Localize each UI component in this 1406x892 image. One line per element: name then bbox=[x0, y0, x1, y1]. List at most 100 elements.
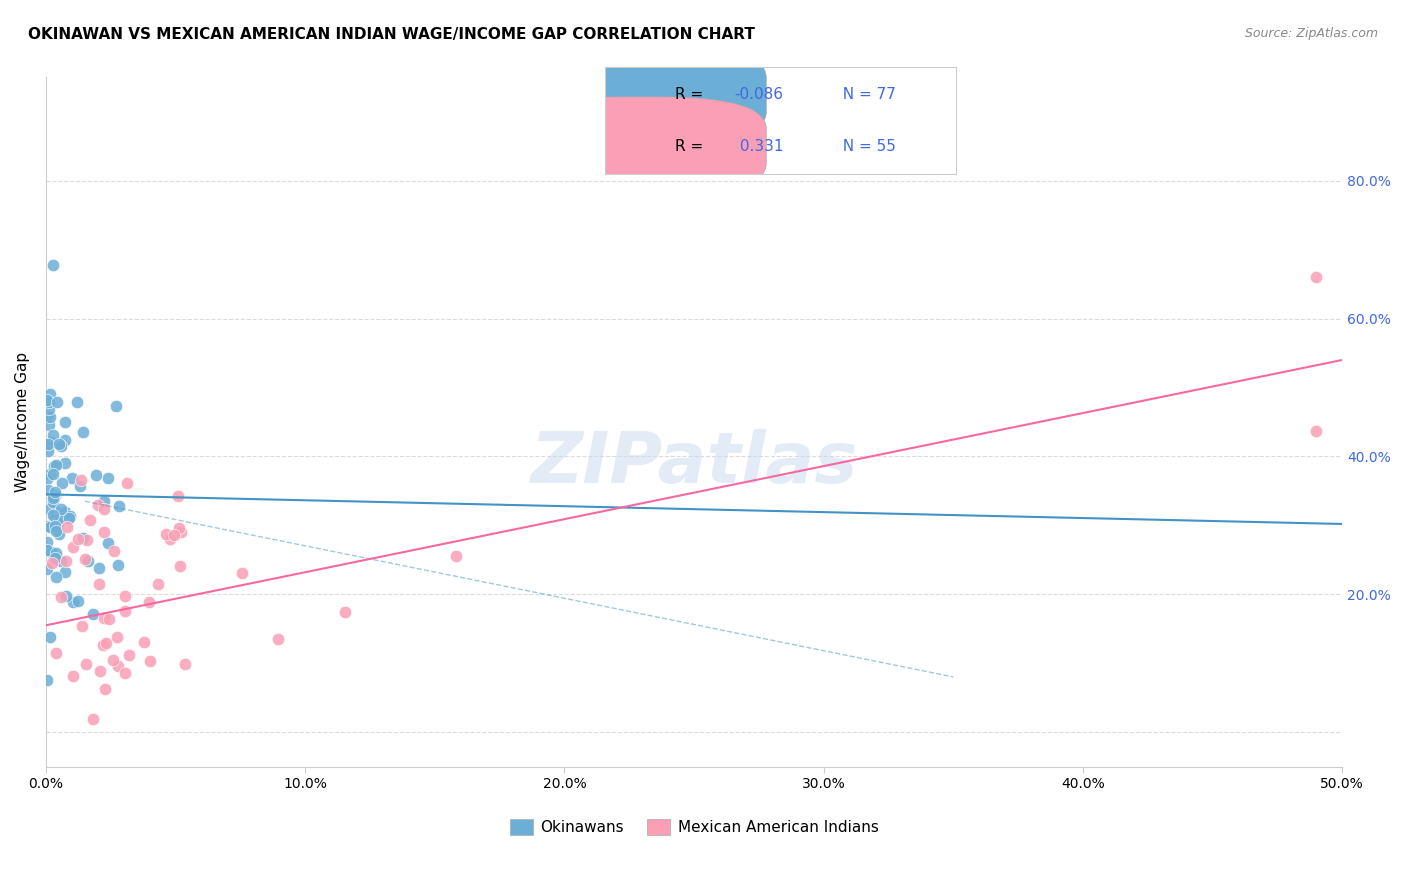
Point bbox=[138, 595, 160, 609]
Point bbox=[173, 657, 195, 671]
Point bbox=[37, 543, 59, 558]
Text: R =: R = bbox=[675, 138, 709, 153]
Point bbox=[37, 393, 59, 408]
Point bbox=[94, 636, 117, 650]
Point bbox=[48, 527, 70, 541]
Point bbox=[73, 551, 96, 566]
Point bbox=[94, 682, 117, 697]
Text: OKINAWAN VS MEXICAN AMERICAN INDIAN WAGE/INCOME GAP CORRELATION CHART: OKINAWAN VS MEXICAN AMERICAN INDIAN WAGE… bbox=[28, 27, 755, 42]
Point bbox=[53, 415, 76, 429]
Point bbox=[103, 543, 125, 558]
Point bbox=[39, 544, 62, 558]
Point bbox=[37, 409, 59, 423]
Point bbox=[107, 499, 129, 513]
Point bbox=[105, 630, 128, 644]
Point bbox=[45, 458, 67, 472]
Y-axis label: Wage/Income Gap: Wage/Income Gap bbox=[15, 352, 30, 492]
Point bbox=[93, 502, 115, 516]
Point bbox=[39, 435, 62, 450]
Point bbox=[51, 502, 73, 516]
Point bbox=[118, 648, 141, 662]
Point bbox=[76, 554, 98, 568]
Point bbox=[38, 502, 60, 516]
Point bbox=[86, 498, 108, 512]
Point bbox=[93, 611, 115, 625]
Point bbox=[66, 394, 89, 409]
Point bbox=[42, 459, 65, 474]
FancyBboxPatch shape bbox=[513, 97, 766, 195]
Point bbox=[38, 402, 60, 417]
Point bbox=[39, 387, 62, 401]
Point bbox=[84, 468, 107, 483]
Point bbox=[38, 394, 60, 409]
FancyBboxPatch shape bbox=[513, 45, 766, 144]
Point bbox=[169, 558, 191, 573]
Point bbox=[38, 418, 60, 433]
Point bbox=[97, 471, 120, 485]
Point bbox=[38, 518, 60, 533]
Point bbox=[51, 475, 73, 490]
Point bbox=[148, 577, 170, 591]
Point bbox=[87, 577, 110, 591]
Point bbox=[444, 549, 467, 563]
Point bbox=[45, 394, 67, 409]
Point bbox=[115, 476, 138, 491]
Point bbox=[163, 528, 186, 542]
Point bbox=[59, 508, 82, 523]
Point bbox=[170, 525, 193, 540]
Point bbox=[44, 490, 66, 504]
Point bbox=[1305, 424, 1327, 438]
Point bbox=[69, 479, 91, 493]
Point bbox=[56, 520, 79, 534]
Point bbox=[114, 604, 136, 618]
Point bbox=[41, 508, 63, 523]
Point bbox=[44, 519, 66, 533]
Point bbox=[70, 619, 93, 633]
Point bbox=[45, 546, 67, 560]
Point bbox=[42, 491, 65, 505]
Text: ZIPatlas: ZIPatlas bbox=[530, 429, 858, 498]
Point bbox=[55, 589, 77, 603]
Point bbox=[155, 527, 177, 541]
Point bbox=[53, 456, 76, 470]
Point bbox=[37, 673, 59, 687]
Point bbox=[114, 666, 136, 681]
Point bbox=[75, 657, 97, 671]
Point bbox=[1305, 270, 1327, 285]
Legend: Okinawans, Mexican American Indians: Okinawans, Mexican American Indians bbox=[503, 814, 884, 841]
Point bbox=[58, 511, 80, 525]
Point bbox=[49, 439, 72, 453]
Text: N = 77: N = 77 bbox=[832, 87, 896, 103]
Point bbox=[82, 607, 104, 622]
Point bbox=[267, 632, 290, 647]
Point bbox=[67, 532, 90, 546]
Point bbox=[37, 443, 59, 458]
Point bbox=[49, 510, 72, 524]
Point bbox=[44, 489, 66, 503]
Point bbox=[41, 557, 63, 571]
Text: Source: ZipAtlas.com: Source: ZipAtlas.com bbox=[1244, 27, 1378, 40]
Point bbox=[72, 531, 94, 545]
Point bbox=[107, 659, 129, 673]
Point bbox=[114, 589, 136, 603]
Point bbox=[48, 437, 70, 451]
Point bbox=[107, 558, 129, 573]
Point bbox=[76, 533, 98, 547]
Point bbox=[45, 505, 67, 519]
Point bbox=[51, 554, 73, 568]
Point bbox=[139, 654, 162, 668]
Point bbox=[45, 570, 67, 584]
Point bbox=[42, 494, 65, 508]
Point bbox=[44, 485, 66, 500]
Text: N = 55: N = 55 bbox=[832, 138, 896, 153]
Point bbox=[39, 520, 62, 534]
Point bbox=[39, 630, 62, 644]
Point bbox=[70, 474, 93, 488]
Point bbox=[132, 635, 155, 649]
Point bbox=[42, 258, 65, 272]
Point bbox=[89, 665, 111, 679]
Point bbox=[231, 566, 253, 580]
Point bbox=[46, 516, 69, 530]
Point bbox=[41, 517, 63, 532]
Point bbox=[53, 434, 76, 448]
